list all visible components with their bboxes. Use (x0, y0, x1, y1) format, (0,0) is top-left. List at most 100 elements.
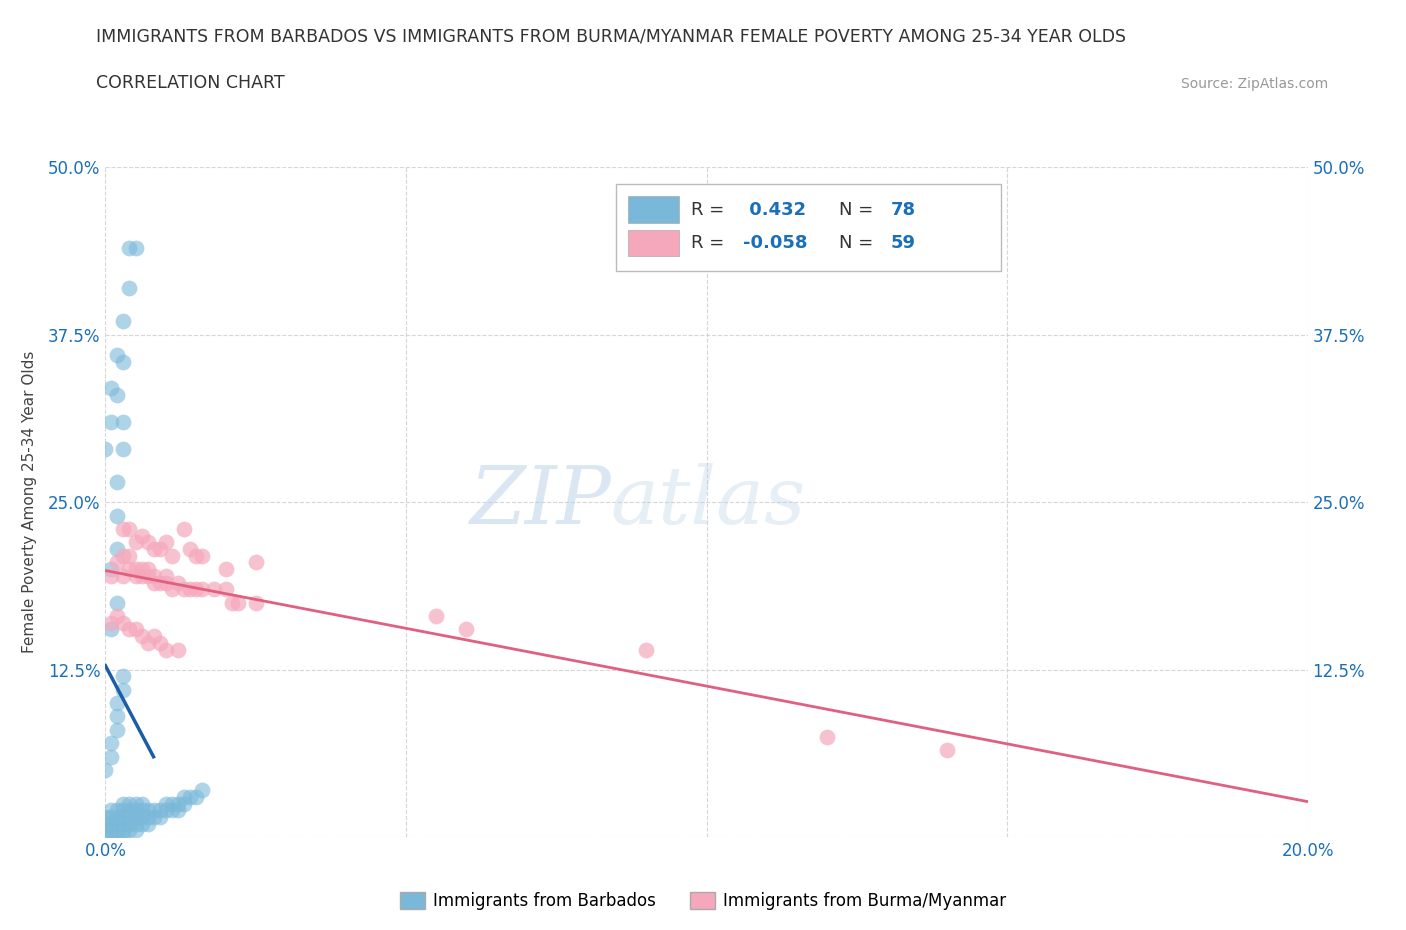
Point (148, 541, 170, 556)
Point (107, 608, 129, 623)
Point (142, 575, 165, 590)
Point (124, 803, 146, 817)
Point (100, 830, 122, 844)
Text: atlas: atlas (610, 463, 806, 541)
Point (226, 595, 249, 610)
Point (131, 562, 153, 577)
Point (815, 729, 838, 744)
Point (100, 817, 122, 831)
Text: CORRELATION CHART: CORRELATION CHART (96, 74, 284, 92)
Point (155, 568, 177, 583)
Point (190, 549, 212, 564)
Point (107, 723, 129, 737)
Point (124, 240, 146, 255)
Point (179, 790, 201, 804)
Point (142, 629, 165, 644)
Point (148, 809, 170, 824)
Bar (628, 230, 679, 257)
Point (184, 549, 207, 564)
Point (94, 830, 117, 844)
Point (118, 549, 141, 564)
Point (124, 796, 146, 811)
Point (100, 622, 122, 637)
Point (107, 388, 129, 403)
Point (112, 314, 135, 329)
Point (107, 348, 129, 363)
Point (118, 817, 141, 831)
Point (112, 669, 135, 684)
Point (160, 796, 183, 811)
Text: Source: ZipAtlas.com: Source: ZipAtlas.com (1181, 77, 1329, 91)
Point (100, 415, 122, 430)
Point (112, 415, 135, 430)
Point (118, 281, 141, 296)
Point (636, 642, 658, 657)
Point (118, 803, 141, 817)
Point (131, 817, 153, 831)
Point (136, 803, 159, 817)
Point (112, 803, 135, 817)
Point (124, 622, 146, 637)
Point (190, 783, 212, 798)
Point (107, 709, 129, 724)
FancyBboxPatch shape (616, 184, 1001, 272)
Point (166, 575, 188, 590)
Point (112, 549, 135, 564)
Point (124, 562, 146, 577)
Point (100, 803, 122, 817)
Point (112, 522, 135, 537)
Point (148, 803, 170, 817)
Point (124, 817, 146, 831)
Point (107, 830, 129, 844)
Point (142, 541, 165, 556)
Point (124, 535, 146, 550)
Point (245, 555, 267, 570)
Point (107, 803, 129, 817)
Point (454, 622, 477, 637)
Point (94, 763, 117, 777)
Point (136, 635, 159, 650)
Y-axis label: Female Poverty Among 25-34 Year Olds: Female Poverty Among 25-34 Year Olds (22, 351, 37, 654)
Point (107, 555, 129, 570)
Point (118, 823, 141, 838)
Point (118, 562, 141, 577)
Point (94, 823, 117, 838)
Point (112, 568, 135, 583)
Point (118, 796, 141, 811)
Point (131, 568, 153, 583)
Point (136, 809, 159, 824)
Point (136, 568, 159, 583)
Point (148, 635, 170, 650)
Point (100, 616, 122, 631)
Point (155, 575, 177, 590)
Point (107, 696, 129, 711)
Point (142, 809, 165, 824)
Point (107, 809, 129, 824)
Text: IMMIGRANTS FROM BARBADOS VS IMMIGRANTS FROM BURMA/MYANMAR FEMALE POVERTY AMONG 2: IMMIGRANTS FROM BARBADOS VS IMMIGRANTS F… (96, 28, 1126, 46)
Point (160, 803, 183, 817)
Point (94, 809, 117, 824)
Point (936, 742, 959, 757)
Text: -0.058: -0.058 (742, 234, 807, 252)
Point (425, 608, 447, 623)
Point (131, 629, 153, 644)
Point (107, 474, 129, 489)
Point (118, 622, 141, 637)
Point (94, 817, 117, 831)
Point (245, 595, 267, 610)
Point (179, 541, 201, 556)
Text: R =: R = (690, 201, 730, 219)
Point (112, 809, 135, 824)
Point (202, 582, 225, 597)
Text: 78: 78 (890, 201, 915, 219)
Point (118, 522, 141, 537)
Point (100, 381, 122, 396)
Point (112, 354, 135, 369)
Point (100, 562, 122, 577)
Point (160, 549, 183, 564)
Point (166, 642, 188, 657)
Point (131, 809, 153, 824)
Point (184, 790, 207, 804)
Bar (628, 196, 679, 223)
Point (173, 796, 195, 811)
